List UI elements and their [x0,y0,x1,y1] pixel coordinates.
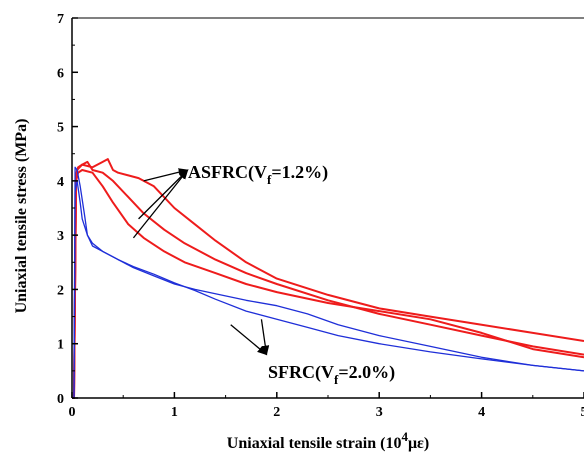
series-line-asfrc-3 [72,169,584,399]
asfrc-annotation: ASFRC(Vf=1.2%) [188,162,328,187]
y-axis-label: Uniaxial tensile stress (MPa) [13,119,30,314]
sfrc-annotation: SFRC(Vf=2.0%) [268,362,395,387]
x-tick-label-1: 1 [171,405,178,420]
series-layer [72,158,584,399]
x-tick-label-5: 5 [581,405,584,420]
asfrc-arrow-3 [132,169,189,239]
series-line-sfrc-4 [72,166,584,399]
x-tick-label-3: 3 [376,405,383,420]
sfrc-arrow-1 [230,324,268,356]
x-tick-label-4: 4 [478,405,485,420]
x-axis-label: Uniaxial tensile strain (104με) [227,429,429,452]
x-tick-label-0: 0 [69,405,76,420]
sfrc-arrow-2 [260,319,270,356]
y-tick-label-1: 1 [57,338,64,353]
y-tick-label-4: 4 [57,175,64,190]
y-tick-label-2: 2 [57,283,64,298]
y-tick-label-0: 0 [57,392,64,407]
x-tick-label-2: 2 [273,405,280,420]
y-tick-label-3: 3 [57,229,64,244]
series-line-sfrc-5 [72,180,584,399]
y-tick-label-5: 5 [57,121,64,136]
y-tick-label-7: 7 [57,12,64,27]
series-line-asfrc-2 [72,160,584,399]
annotation-arrows [132,168,270,356]
y-tick-label-6: 6 [57,66,64,81]
axes: 0 1 2 3 4 5 0 1 2 3 4 5 6 7 [57,12,584,420]
